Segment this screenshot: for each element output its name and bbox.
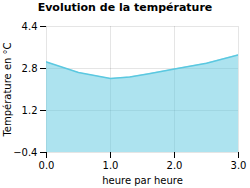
svg-text:2.0: 2.0 <box>167 160 183 171</box>
svg-text:4.4: 4.4 <box>22 21 38 32</box>
svg-text:−0.4: −0.4 <box>13 147 37 158</box>
svg-text:2.8: 2.8 <box>22 63 38 74</box>
svg-text:1.0: 1.0 <box>103 160 119 171</box>
svg-text:0.0: 0.0 <box>39 160 55 171</box>
svg-text:1.2: 1.2 <box>22 105 38 116</box>
html-text:Evolution de la température: Evolution de la température <box>37 1 213 14</box>
svg-text:Température en °C: Température en °C <box>2 42 13 137</box>
svg-text:heure par heure: heure par heure <box>102 175 183 186</box>
svg-text:3.0: 3.0 <box>231 160 247 171</box>
